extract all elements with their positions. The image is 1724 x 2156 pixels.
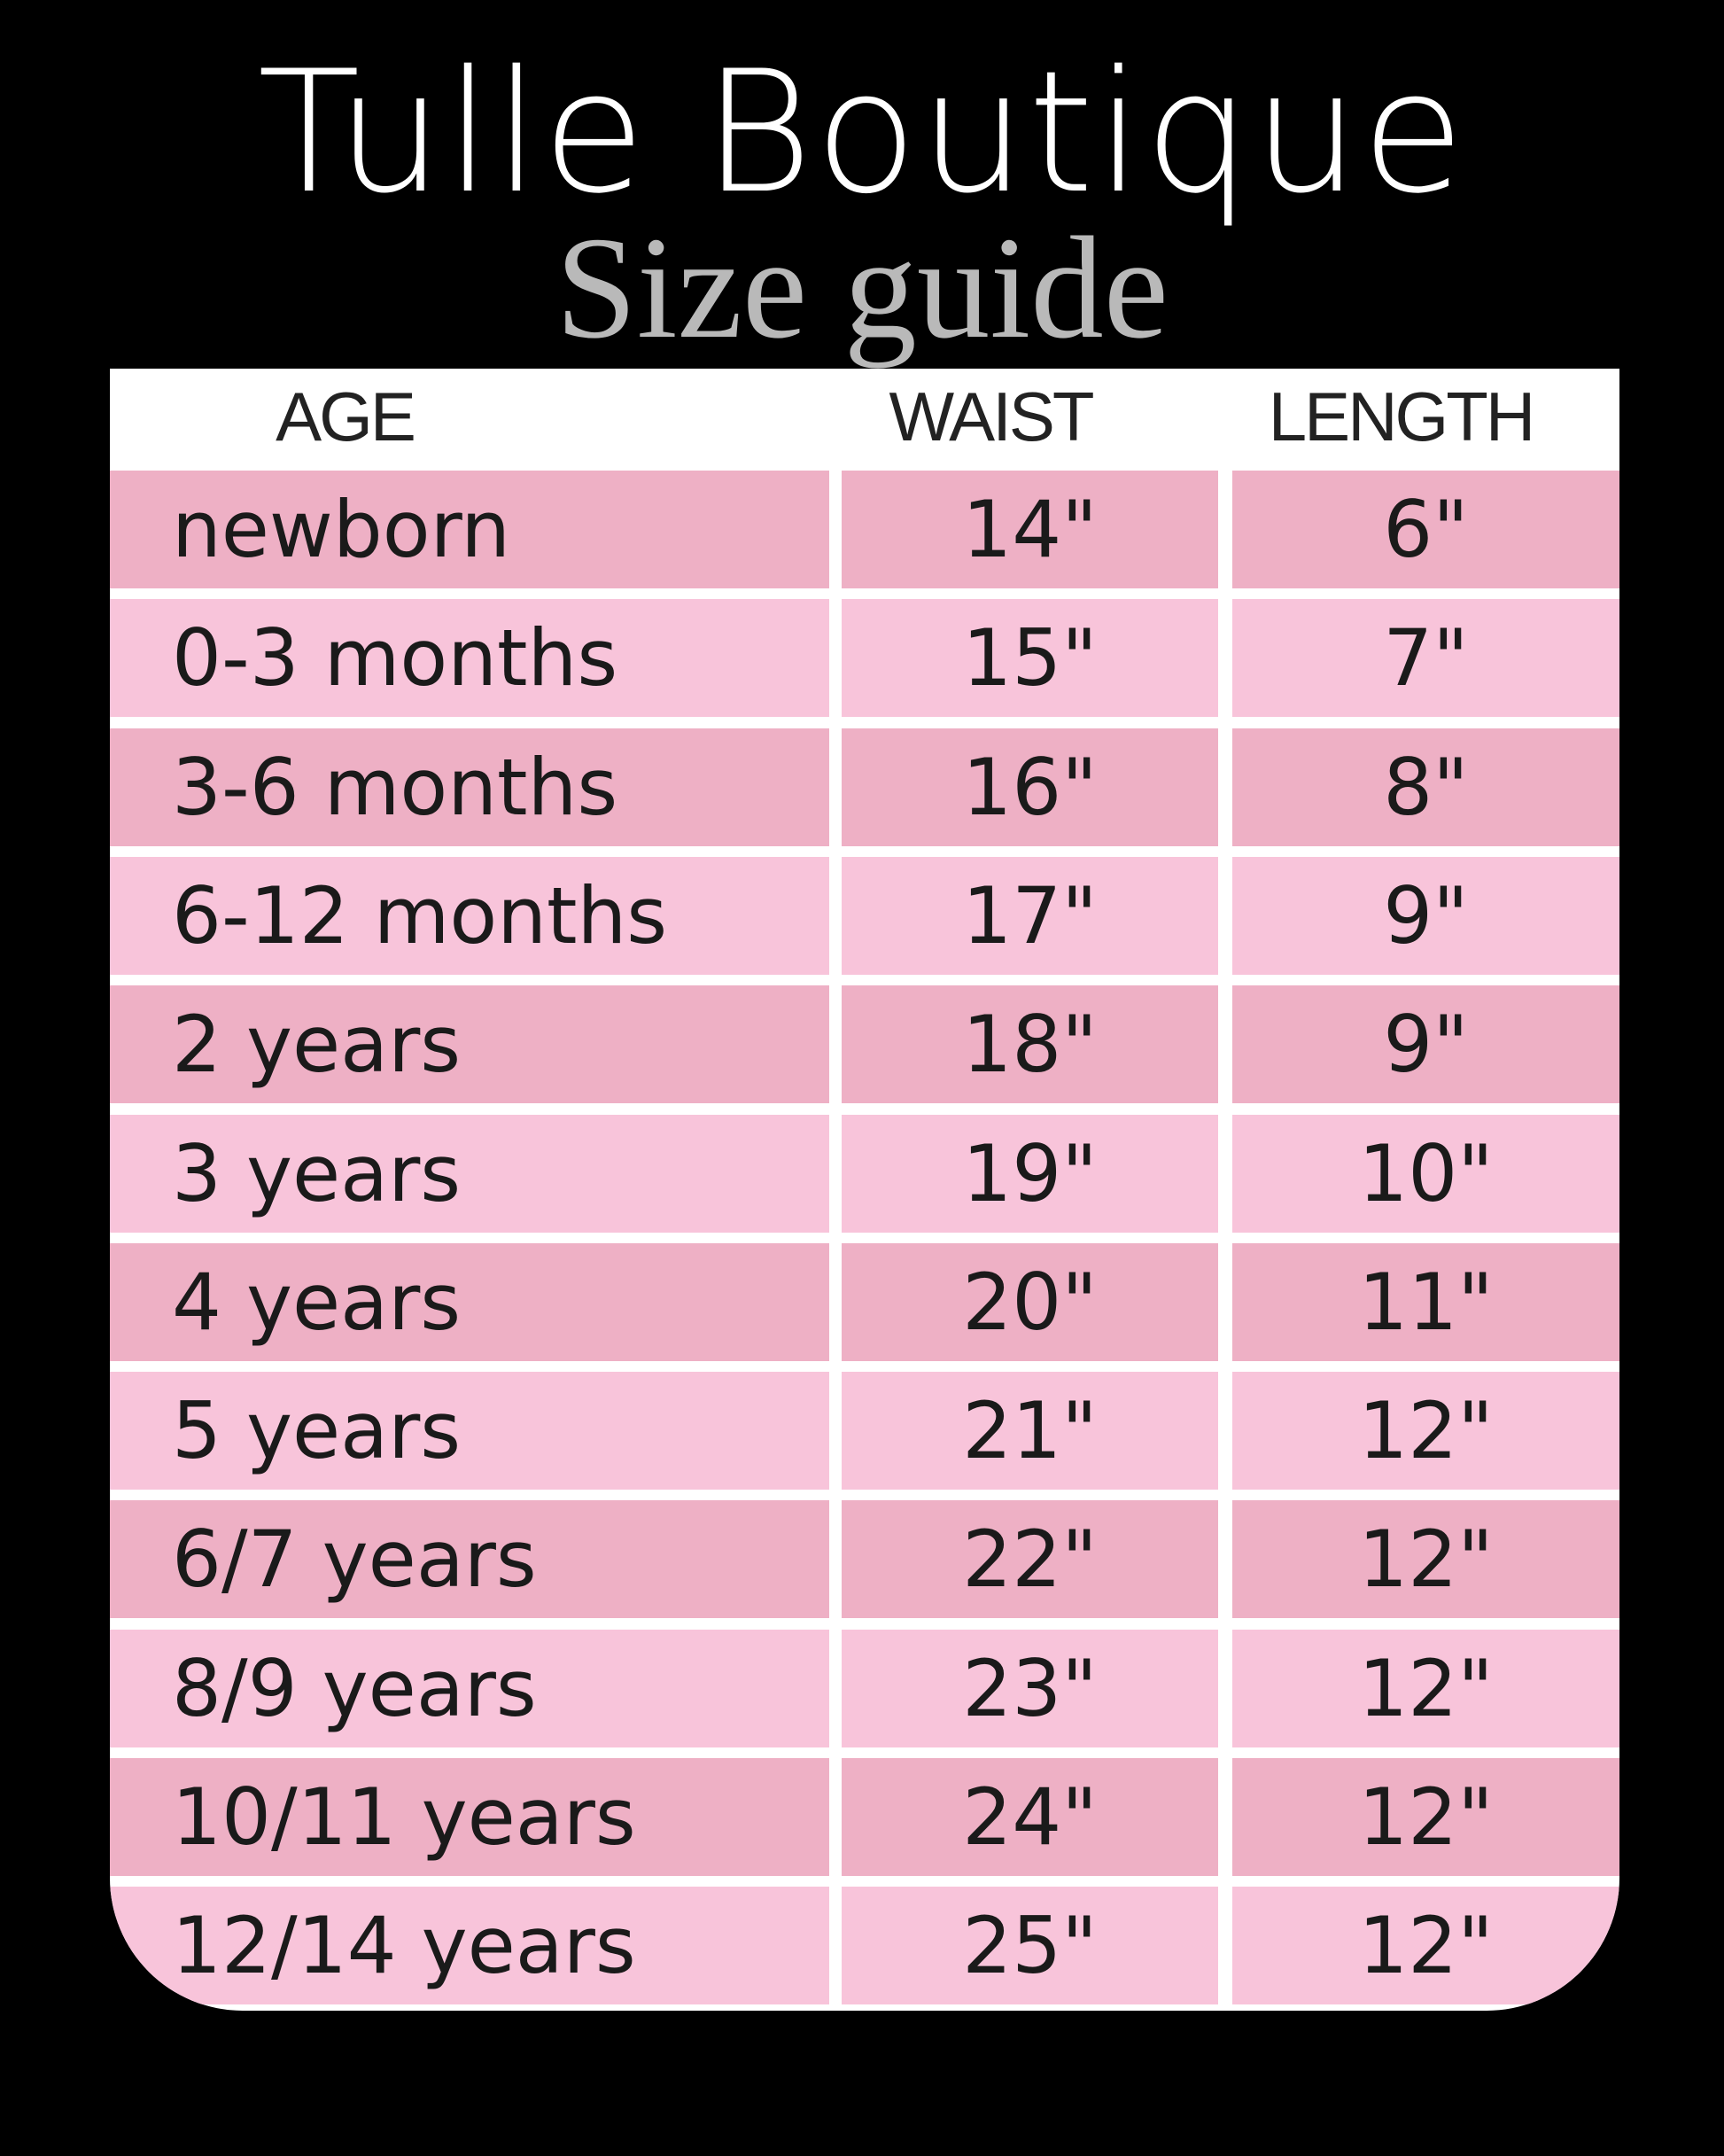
age-cell: 3-6 months — [110, 728, 829, 846]
table-row: newborn 14" 6" — [110, 471, 1619, 588]
table-row: 6/7 years 22" 12" — [110, 1500, 1619, 1619]
age-cell: 6-12 months — [110, 856, 829, 975]
age-cell: 0-3 months — [110, 599, 829, 718]
age-cell: 5 years — [110, 1372, 829, 1491]
table-row: 6-12 months 17" 9" — [110, 856, 1619, 975]
length-cell: 8" — [1232, 728, 1619, 846]
length-cell: 12" — [1232, 1629, 1619, 1747]
age-cell: 8/9 years — [110, 1629, 829, 1747]
waist-cell: 20" — [842, 1242, 1218, 1361]
length-cell: 11" — [1232, 1242, 1619, 1361]
length-cell: 9" — [1232, 985, 1619, 1104]
page-subtitle: Size guide — [555, 206, 1169, 369]
age-cell: newborn — [110, 471, 829, 588]
waist-cell: 24" — [842, 1758, 1218, 1876]
length-cell: 12" — [1232, 1758, 1619, 1876]
length-cell: 6" — [1232, 471, 1619, 588]
table-row: 5 years 21" 12" — [110, 1372, 1619, 1491]
header-waist: WAIST — [889, 377, 1094, 455]
waist-cell: 21" — [842, 1372, 1218, 1491]
header-length: LENGTH — [1268, 377, 1535, 455]
age-cell: 3 years — [110, 1114, 829, 1233]
waist-cell: 22" — [842, 1500, 1218, 1619]
age-cell: 6/7 years — [110, 1500, 829, 1619]
waist-cell: 16" — [842, 728, 1218, 846]
size-table: AGE WAIST LENGTH newborn 14" 6" 0-3 months 1… — [110, 369, 1619, 2011]
table-row: 10/11 years 24" 12" — [110, 1758, 1619, 1876]
table-row: 0-3 months 15" 7" — [110, 599, 1619, 718]
table-row: 8/9 years 23" 12" — [110, 1629, 1619, 1747]
waist-cell: 14" — [842, 471, 1218, 588]
length-cell: 12" — [1232, 1887, 1619, 2005]
table-row: 3-6 months 16" 8" — [110, 728, 1619, 846]
length-cell: 12" — [1232, 1500, 1619, 1619]
table-row: 2 years 18" 9" — [110, 985, 1619, 1104]
table-row: 4 years 20" 11" — [110, 1242, 1619, 1361]
age-cell: 12/14 years — [110, 1887, 829, 2005]
length-cell: 12" — [1232, 1372, 1619, 1491]
length-cell: 7" — [1232, 599, 1619, 718]
waist-cell: 25" — [842, 1887, 1218, 2005]
age-cell: 4 years — [110, 1242, 829, 1361]
waist-cell: 17" — [842, 856, 1218, 975]
page-title: Tulle Boutique — [257, 35, 1467, 230]
length-cell: 9" — [1232, 856, 1619, 975]
length-cell: 10" — [1232, 1114, 1619, 1233]
waist-cell: 18" — [842, 985, 1218, 1104]
waist-cell: 19" — [842, 1114, 1218, 1233]
table-row: 3 years 19" 10" — [110, 1114, 1619, 1233]
age-cell: 10/11 years — [110, 1758, 829, 1876]
age-cell: 2 years — [110, 985, 829, 1104]
table-row: 12/14 years 25" 12" — [110, 1887, 1619, 2005]
waist-cell: 15" — [842, 599, 1218, 718]
waist-cell: 23" — [842, 1629, 1218, 1747]
header-age: AGE — [276, 377, 416, 455]
